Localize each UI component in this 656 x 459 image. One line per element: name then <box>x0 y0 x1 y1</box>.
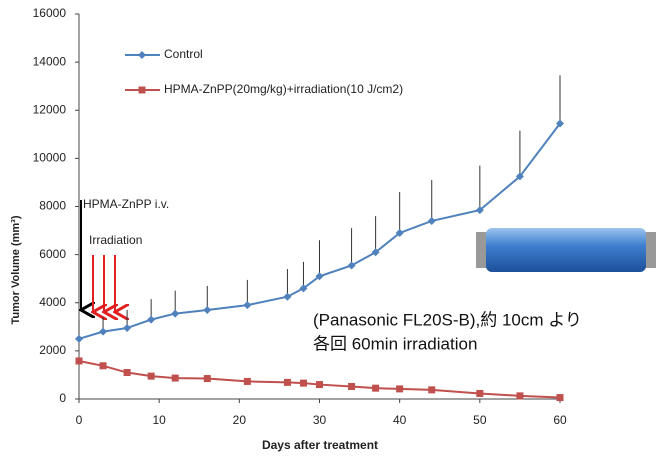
annotation: HPMA-ZnPP i.v. <box>83 197 169 211</box>
data-point <box>243 377 251 385</box>
data-point <box>476 389 484 397</box>
y-tick-label: 4000 <box>39 295 66 309</box>
data-point <box>203 305 212 314</box>
lamp-image <box>476 228 656 272</box>
y-tick-label: 8000 <box>39 199 66 213</box>
legend-label: Control <box>164 47 203 61</box>
x-tick-label: 10 <box>152 413 166 427</box>
y-tick-label: 6000 <box>39 247 66 261</box>
data-point <box>147 315 156 324</box>
data-point <box>347 261 356 270</box>
data-point <box>427 216 436 225</box>
data-point <box>147 372 155 380</box>
y-tick-label: 2000 <box>39 343 66 357</box>
x-tick-label: 40 <box>393 413 407 427</box>
data-point <box>556 119 564 128</box>
y-axis-label: Tumor Volume (mm³) <box>10 215 22 324</box>
data-point <box>123 369 131 377</box>
data-point <box>515 172 524 181</box>
y-tick-label: 16000 <box>33 6 67 20</box>
data-point <box>396 385 404 393</box>
x-tick-label: 20 <box>233 413 247 427</box>
data-point <box>316 381 323 389</box>
y-tick-label: 10000 <box>33 151 67 165</box>
legend-marker <box>138 86 146 94</box>
annotation: 各回 60min irradiation <box>313 334 477 353</box>
data-point <box>75 357 83 365</box>
y-tick-label: 14000 <box>33 54 67 68</box>
data-point <box>371 248 380 257</box>
data-point <box>299 379 307 387</box>
data-point <box>299 284 308 293</box>
data-point <box>428 386 436 394</box>
data-point <box>243 301 252 310</box>
x-axis-label: Days after treatment <box>262 438 378 452</box>
data-point <box>171 309 180 318</box>
data-point <box>99 362 107 370</box>
y-tick-label: 0 <box>59 391 66 405</box>
x-tick-label: 60 <box>553 413 567 427</box>
y-tick-label: 12000 <box>33 102 67 116</box>
data-point <box>395 228 404 237</box>
data-point <box>516 392 524 400</box>
data-point <box>203 375 211 383</box>
data-point <box>123 324 132 333</box>
data-point <box>372 384 380 392</box>
data-point <box>556 394 564 402</box>
data-point <box>99 327 108 336</box>
data-point <box>283 378 291 386</box>
data-point <box>75 334 83 343</box>
x-tick-label: 50 <box>473 413 487 427</box>
data-point <box>475 206 484 215</box>
legend-label: HPMA-ZnPP(20mg/kg)+irradiation(10 J/cm2) <box>164 82 403 96</box>
x-tick-label: 30 <box>313 413 327 427</box>
data-point <box>171 374 179 382</box>
annotation: Irradiation <box>89 233 142 247</box>
data-point <box>348 382 356 390</box>
data-point <box>315 272 324 281</box>
data-point <box>283 292 292 301</box>
legend-marker <box>138 51 146 59</box>
annotation: (Panasonic FL20S-B),約 10cm より <box>313 310 582 329</box>
x-tick-label: 0 <box>76 413 83 427</box>
